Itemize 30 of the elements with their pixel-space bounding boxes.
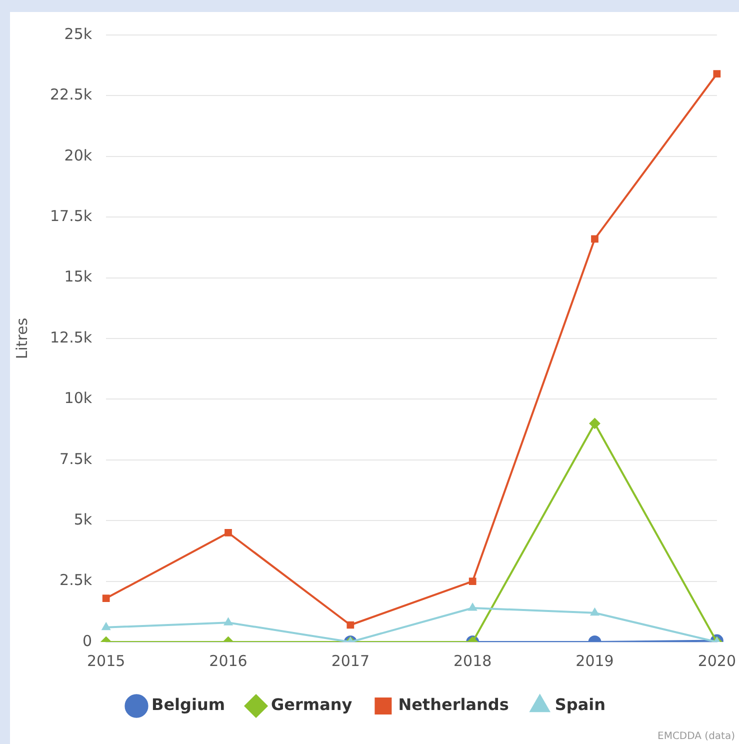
y-tick-label: 7.5k bbox=[60, 450, 92, 468]
legend-label: Belgium bbox=[151, 695, 226, 714]
text: EMCDDA (data) bbox=[658, 731, 735, 742]
point bbox=[591, 235, 598, 243]
y-tick-label: 22.5k bbox=[50, 86, 92, 104]
point bbox=[102, 622, 110, 630]
y-tick-label: 25k bbox=[64, 24, 92, 43]
legend-label: Germany bbox=[271, 695, 353, 714]
x-tick-label: 2019 bbox=[576, 652, 614, 670]
y-tick-label: 12.5k bbox=[50, 328, 92, 346]
y-axis-title: Litres bbox=[12, 318, 31, 360]
x-tick-label: 2016 bbox=[209, 652, 248, 670]
point bbox=[589, 418, 600, 429]
point bbox=[590, 608, 600, 616]
x-tick-label: 2017 bbox=[331, 652, 370, 670]
x-tick-label: 2018 bbox=[453, 652, 492, 670]
y-tick-label: 5k bbox=[74, 510, 92, 528]
legend-label: Spain bbox=[554, 695, 606, 714]
x-tick-label: 2020 bbox=[698, 652, 736, 670]
point bbox=[224, 618, 233, 626]
point bbox=[468, 603, 477, 611]
y-tick-label: 17.5k bbox=[50, 206, 92, 225]
point bbox=[713, 70, 721, 78]
y-tick-label: 2.5k bbox=[60, 571, 92, 590]
y-tick-label: 15k bbox=[64, 268, 92, 286]
x-tick-label: 2015 bbox=[86, 652, 126, 670]
y-tick-label: 20k bbox=[64, 146, 92, 164]
legend-label: Netherlands bbox=[398, 695, 509, 714]
y-tick-label: 0 bbox=[82, 632, 92, 650]
y-tick-label: 10k bbox=[64, 389, 92, 408]
